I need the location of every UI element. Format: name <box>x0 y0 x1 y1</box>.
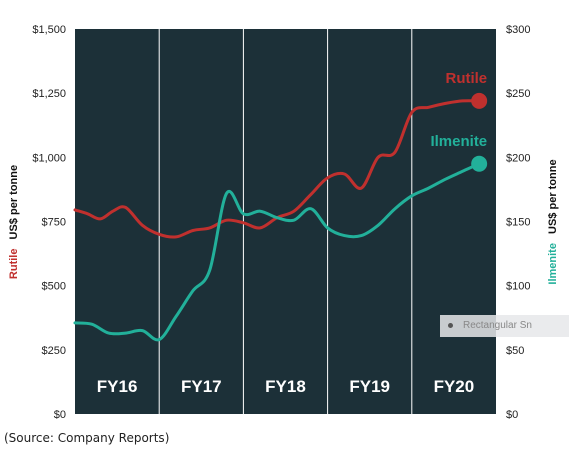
rutile-series-label: Rutile <box>445 70 487 87</box>
right-axis-series-label: Ilmenite <box>547 243 559 285</box>
category-label: FY16 <box>97 377 138 396</box>
right-axis-title: Ilmenite US$ per tonne <box>547 159 559 284</box>
right-tick-label: $50 <box>506 345 524 357</box>
left-axis-series-label: Rutile <box>8 249 20 280</box>
overlay-tag-text: Rectangular Sn <box>463 320 532 331</box>
category-label: FY17 <box>181 377 222 396</box>
right-tick-label: $250 <box>506 88 530 100</box>
series-endpoints <box>471 92 488 172</box>
ilmenite-series-label: Ilmenite <box>430 133 487 150</box>
left-axis-unit-label: US$ per tonne <box>8 165 20 240</box>
plot-background <box>75 29 496 414</box>
category-labels: FY16 FY17 FY18 FY19 FY20 <box>97 377 474 396</box>
right-axis-ticks: $0 $50 $100 $150 $200 $250 $300 <box>506 24 530 421</box>
ilmenite-line <box>73 162 481 342</box>
left-axis-ticks: $0 $250 $500 $750 $1,000 $1,250 $1,500 <box>32 24 66 421</box>
rutile-line <box>73 99 481 239</box>
ilmenite-endpoint-marker <box>471 155 488 172</box>
left-tick-label: $1,500 <box>32 24 66 36</box>
category-label: FY20 <box>434 377 475 396</box>
left-tick-label: $0 <box>54 409 66 421</box>
left-tick-label: $750 <box>42 217 66 229</box>
overlay-tag: Rectangular Sn <box>440 315 569 337</box>
category-label: FY18 <box>265 377 306 396</box>
right-tick-label: $100 <box>506 281 530 293</box>
price-chart: $0 $250 $500 $750 $1,000 $1,250 $1,500 $0 $50 $1… <box>8 24 559 421</box>
series-lines <box>73 99 481 342</box>
right-tick-label: $0 <box>506 409 518 421</box>
series-labels: Rutile Ilmenite <box>430 70 487 150</box>
left-tick-label: $500 <box>42 281 66 293</box>
left-tick-label: $1,000 <box>32 152 66 164</box>
rutile-endpoint-marker <box>471 92 488 109</box>
right-axis-unit-label: US$ per tonne <box>547 159 559 234</box>
category-label: FY19 <box>349 377 390 396</box>
bullet-icon <box>448 322 453 328</box>
right-tick-label: $150 <box>506 217 530 229</box>
left-tick-label: $1,250 <box>32 88 66 100</box>
right-tick-label: $300 <box>506 24 530 36</box>
source-note: (Source: Company Reports) <box>4 431 170 445</box>
left-axis-title: Rutile US$ per tonne <box>8 165 20 279</box>
left-tick-label: $250 <box>42 345 66 357</box>
right-tick-label: $200 <box>506 152 530 164</box>
